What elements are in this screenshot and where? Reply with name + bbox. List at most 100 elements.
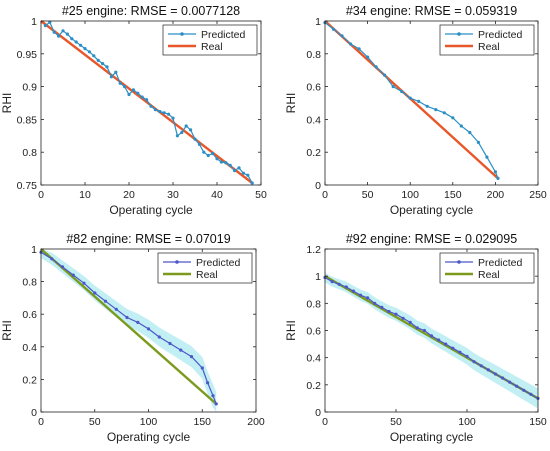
data-point (522, 388, 526, 392)
data-point (206, 381, 210, 385)
data-point (340, 34, 344, 38)
data-point (61, 29, 65, 33)
x-tick-label: 20 (123, 189, 135, 201)
y-tick-label: 0.75 (17, 180, 38, 192)
data-point (92, 54, 96, 58)
data-point (429, 334, 434, 338)
x-tick-label: 100 (401, 189, 419, 201)
data-point (451, 116, 455, 120)
data-point (425, 104, 429, 108)
chart-title: #25 engine: RMSE = 0.0077128 (62, 4, 240, 18)
data-point (79, 43, 83, 47)
y-tick-label: 0.9 (22, 82, 37, 94)
x-axis-label: Operating cycle (390, 430, 474, 444)
chart-panel-3: #92 engine: RMSE = 0.029095 0 50 100 150 0 0.2… (284, 232, 547, 444)
data-point (157, 335, 161, 339)
data-point (131, 88, 135, 92)
data-point (442, 111, 446, 115)
data-point (400, 89, 404, 94)
y-axis-label: RHI (0, 93, 14, 114)
data-point (82, 281, 86, 285)
data-point (87, 50, 91, 54)
x-tick-label: 50 (89, 416, 101, 428)
data-point (136, 91, 140, 95)
chart-title: #82 engine: RMSE = 0.07019 (66, 232, 230, 246)
data-point (175, 134, 179, 138)
data-point (153, 108, 157, 112)
data-point (180, 130, 184, 135)
legend-marker (175, 260, 179, 264)
data-point (493, 372, 497, 376)
data-point (83, 47, 87, 51)
y-tick-label: 0.4 (306, 114, 321, 126)
data-point (387, 309, 391, 314)
data-point (380, 305, 384, 309)
data-point (493, 170, 497, 174)
chart-title: #92 engine: RMSE = 0.029095 (346, 232, 517, 246)
data-point (52, 30, 56, 34)
data-point (344, 285, 348, 289)
data-point (224, 161, 228, 165)
x-tick-label: 50 (255, 189, 267, 201)
data-point (70, 37, 74, 41)
confidence-band (41, 249, 217, 412)
data-point (468, 130, 472, 135)
data-point (101, 62, 105, 66)
x-tick-label: 50 (390, 416, 402, 428)
y-tick-label: 0.8 (306, 298, 321, 310)
legend-label: Predicted (201, 29, 246, 41)
data-point (415, 326, 419, 330)
y-tick-label: 0.6 (306, 326, 321, 338)
x-tick-label: 0 (38, 189, 44, 201)
data-point (479, 364, 483, 368)
data-point (214, 402, 218, 406)
data-point (211, 394, 215, 398)
data-point (508, 380, 512, 384)
data-point (109, 75, 113, 79)
data-point (391, 85, 395, 89)
data-point (146, 327, 151, 331)
data-point (105, 65, 109, 69)
legend-marker (457, 260, 461, 264)
data-point (136, 320, 140, 324)
data-point (71, 273, 75, 277)
y-tick-label: 1 (31, 16, 37, 28)
x-tick-label: 40 (211, 189, 223, 201)
data-point (241, 171, 245, 175)
x-tick-label: 200 (247, 416, 265, 428)
legend-label: Predicted (478, 29, 523, 41)
legend-label: Real (196, 269, 218, 281)
legend-label: Real (201, 41, 223, 53)
x-tick-label: 0 (322, 189, 328, 201)
data-point (500, 376, 505, 380)
data-point (366, 296, 370, 300)
data-point (476, 140, 480, 144)
y-tick-label: 0.95 (17, 49, 38, 61)
y-tick-label: 0.6 (306, 82, 321, 94)
chart-panel-2: #82 engine: RMSE = 0.07019 0 50 100 150 200 0 0… (0, 232, 265, 444)
data-point (472, 360, 476, 364)
y-tick-label: 0.8 (22, 277, 37, 289)
data-point (496, 176, 500, 180)
y-tick-label: 1 (31, 244, 37, 256)
data-point (331, 27, 336, 31)
x-tick-label: 30 (167, 189, 179, 201)
data-point (246, 173, 250, 177)
data-point (171, 116, 175, 120)
legend-marker (180, 32, 184, 36)
y-tick-label: 0.2 (22, 374, 37, 386)
data-point (459, 124, 463, 128)
data-point (60, 265, 65, 269)
y-tick-label: 1 (315, 271, 321, 283)
data-point (50, 257, 54, 261)
data-point (200, 366, 204, 370)
y-tick-label: 0.8 (306, 49, 321, 61)
legend-box (439, 24, 535, 56)
data-point (162, 111, 166, 115)
data-point (515, 384, 519, 388)
x-axis-label: Operating cycle (390, 203, 474, 217)
data-point (179, 348, 183, 352)
data-point (366, 55, 370, 59)
